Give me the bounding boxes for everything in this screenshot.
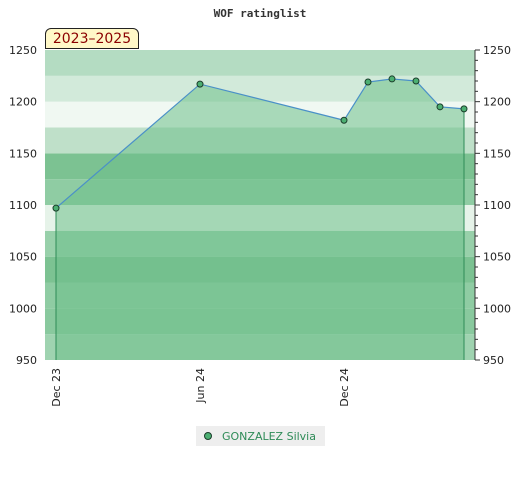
y-axis-right: 950 1000 1050 1100 1150 1200 1250: [474, 44, 511, 367]
period-label: 2023–2025: [52, 31, 132, 47]
series-line: [55, 78, 465, 209]
y-tick-label-right: 1250: [483, 44, 511, 57]
y-tick-label-left: 1150: [9, 147, 37, 160]
x-tick-label: Dec 24: [338, 368, 351, 407]
x-tick-label: Dec 23: [50, 368, 63, 407]
legend: GONZALEZ Silvia: [196, 426, 325, 446]
data-point: [412, 77, 420, 85]
y-tick-label-left: 1050: [9, 251, 37, 264]
background-band: [45, 50, 475, 76]
legend-marker-icon: [204, 432, 212, 440]
data-point: [388, 75, 396, 83]
data-points: [52, 75, 468, 212]
y-tick-label-right: 1050: [483, 251, 511, 264]
data-point: [196, 80, 204, 88]
y-tick-label-right: 1150: [483, 147, 511, 160]
area-layer: [55, 78, 465, 360]
y-tick-label-left: 950: [16, 354, 37, 367]
data-point: [52, 204, 60, 212]
y-tick-label-left: 1000: [9, 302, 37, 315]
period-badge: 2023–2025: [45, 28, 139, 49]
y-tick-label-left: 1200: [9, 96, 37, 109]
y-tick-label-left: 1250: [9, 44, 37, 57]
y-tick-label-right: 1200: [483, 96, 511, 109]
y-tick-label-right: 950: [483, 354, 504, 367]
data-point: [460, 105, 468, 113]
chart-title: WOF ratinglist: [214, 7, 307, 20]
legend-label: GONZALEZ Silvia: [222, 429, 316, 443]
data-point: [436, 103, 444, 111]
y-tick-label-right: 1100: [483, 199, 511, 212]
data-point: [364, 78, 372, 86]
series-area: [56, 78, 464, 360]
y-tick-label-left: 1100: [9, 199, 37, 212]
x-axis: Dec 23 Jun 24 Dec 24: [50, 368, 351, 407]
y-axis-left: 950 1000 1050 1100 1150 1200 1250: [9, 44, 37, 367]
x-tick-label: Jun 24: [194, 368, 207, 404]
y-tick-label-right: 1000: [483, 302, 511, 315]
data-point: [340, 116, 348, 124]
